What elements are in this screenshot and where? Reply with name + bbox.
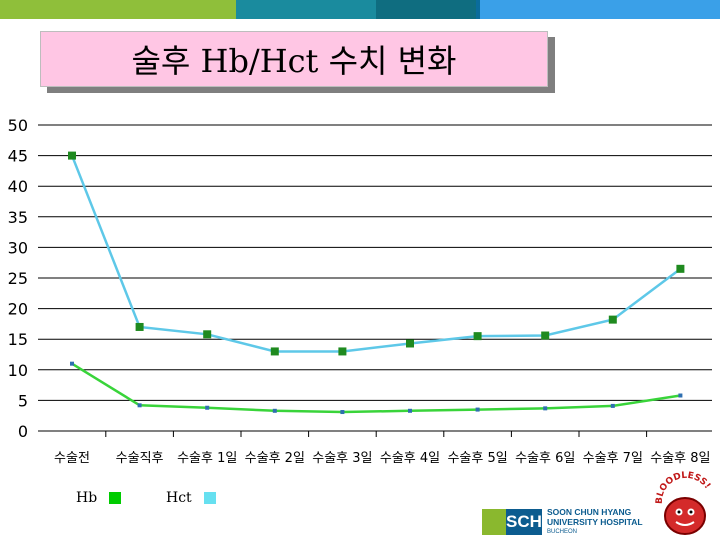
legend-item-hb: Hb bbox=[76, 490, 122, 506]
data-point-hct bbox=[270, 347, 279, 356]
data-point-hct bbox=[608, 315, 617, 324]
x-tick-label: 수술전 bbox=[54, 451, 90, 466]
data-point-hct bbox=[406, 339, 414, 348]
y-tick-label: 50 bbox=[8, 116, 28, 135]
logo-line-1: SOON CHUN HYANG bbox=[547, 506, 632, 517]
data-point-hb bbox=[137, 403, 142, 408]
x-tick-label: 수술후 3일 bbox=[312, 451, 372, 466]
y-tick-label: 40 bbox=[8, 177, 28, 196]
legend-item-hct: Hct bbox=[166, 490, 216, 506]
y-tick-label: 25 bbox=[8, 269, 28, 288]
logo-text: SOON CHUN HYANG UNIVERSITY HOSPITAL BUCH… bbox=[547, 507, 643, 537]
x-tick-label: 수술후 2일 bbox=[245, 451, 305, 466]
logo-line-3: BUCHEON bbox=[547, 528, 578, 535]
y-tick-label: 45 bbox=[8, 147, 28, 166]
top-color-bar bbox=[0, 0, 720, 19]
y-tick-label: 0 bbox=[18, 422, 28, 441]
y-tick-label: 30 bbox=[8, 238, 28, 257]
x-tick-label: 수술후 5일 bbox=[447, 451, 507, 466]
data-point-hct bbox=[203, 330, 212, 339]
data-point-hb bbox=[543, 406, 548, 411]
x-tick-label: 수술후 6일 bbox=[515, 451, 575, 466]
data-point-hct bbox=[541, 331, 550, 340]
y-tick-label: 15 bbox=[8, 330, 28, 349]
series-line-hct bbox=[70, 155, 682, 353]
x-tick-label: 수술후 1일 bbox=[177, 451, 237, 466]
series-line-hb bbox=[71, 362, 681, 414]
y-tick-label: 10 bbox=[8, 361, 28, 380]
x-tick-label: 수술직후 bbox=[116, 451, 164, 466]
data-point-hct bbox=[338, 347, 347, 356]
top-bar-segment bbox=[0, 0, 236, 19]
x-tick-label: 수술후 4일 bbox=[380, 451, 440, 466]
top-bar-segment bbox=[480, 0, 720, 19]
data-point-hb bbox=[475, 407, 480, 412]
y-tick-label: 35 bbox=[8, 208, 28, 227]
logo-sch-lettering: SCH bbox=[506, 508, 542, 535]
blood-drop-mascot-icon: BLOODLESS! bbox=[655, 471, 712, 535]
data-point-hb bbox=[272, 408, 277, 413]
hospital-logo: SCH SOON CHUN HYANG UNIVERSITY HOSPITAL … bbox=[482, 505, 660, 538]
x-tick-label: 수술후 8일 bbox=[650, 451, 710, 466]
data-point-hct bbox=[68, 151, 76, 160]
data-point-hb bbox=[678, 393, 683, 398]
y-tick-label: 5 bbox=[18, 391, 28, 410]
data-point-hb bbox=[340, 410, 345, 415]
y-tick-label: 20 bbox=[8, 300, 28, 319]
data-point-hb bbox=[610, 403, 615, 408]
data-point-hb bbox=[205, 405, 210, 410]
data-point-hct bbox=[676, 264, 685, 273]
data-point-hb bbox=[408, 408, 412, 413]
slide-title: 술후 Hb/Hct 수치 변화 bbox=[40, 31, 548, 87]
data-point-hct bbox=[473, 332, 482, 341]
top-bar-segment bbox=[236, 0, 376, 19]
legend-swatch-hb bbox=[109, 492, 122, 504]
logo-mark-icon bbox=[482, 508, 506, 535]
top-bar-segment bbox=[376, 0, 476, 19]
top-bar-segment bbox=[476, 0, 480, 19]
logo-line-2: UNIVERSITY HOSPITAL bbox=[547, 516, 643, 527]
legend-swatch-hct bbox=[203, 492, 216, 504]
legend-label-hct: Hct bbox=[166, 490, 192, 506]
data-point-hb bbox=[70, 361, 74, 366]
legend-label-hb: Hb bbox=[76, 490, 98, 506]
data-point-hct bbox=[135, 322, 144, 331]
x-tick-label: 수술후 7일 bbox=[583, 451, 643, 466]
